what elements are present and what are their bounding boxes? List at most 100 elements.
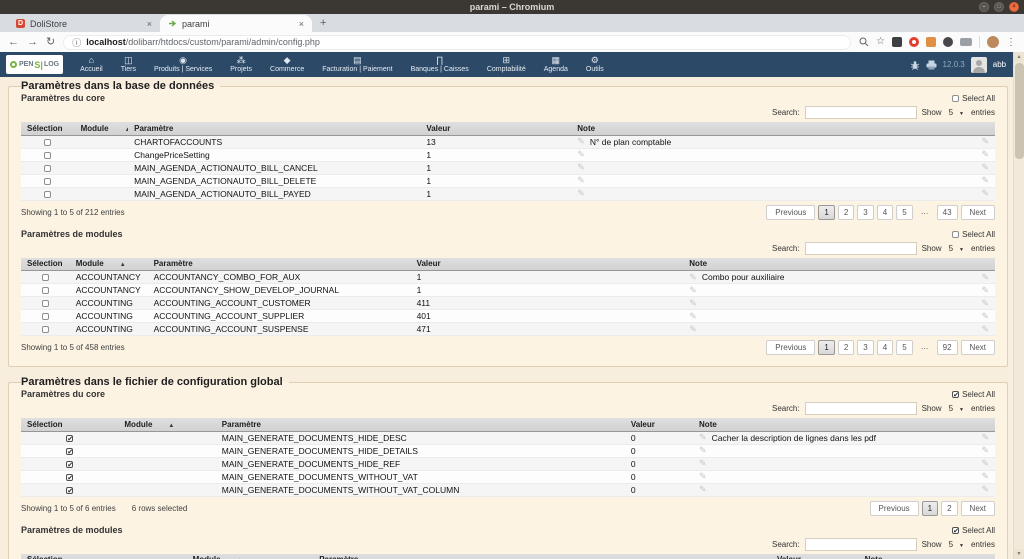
page-button[interactable]: 2 bbox=[838, 205, 854, 220]
edit-row-icon[interactable] bbox=[981, 471, 989, 482]
column-header-module[interactable]: Module bbox=[75, 122, 129, 135]
tab-close-icon[interactable]: × bbox=[299, 19, 304, 29]
edit-note-icon[interactable] bbox=[699, 445, 707, 456]
scroll-down-icon[interactable]: ▼ bbox=[1014, 549, 1024, 559]
page-button[interactable]: 2 bbox=[941, 501, 957, 516]
edit-note-icon[interactable] bbox=[577, 149, 585, 160]
search-input[interactable] bbox=[805, 106, 917, 119]
row-select-checkbox[interactable] bbox=[66, 474, 73, 481]
column-header-note[interactable]: Note bbox=[683, 258, 995, 271]
menubar-item-commerce[interactable]: ◆Commerce bbox=[261, 52, 313, 77]
row-select-checkbox[interactable] bbox=[42, 287, 49, 294]
edit-row-icon[interactable] bbox=[981, 458, 989, 469]
column-header-valeur[interactable]: Valeur bbox=[411, 258, 684, 271]
select-all-checkbox[interactable] bbox=[952, 391, 959, 398]
edit-row-icon[interactable] bbox=[981, 162, 989, 173]
browser-profile-avatar[interactable] bbox=[987, 36, 999, 48]
menubar-item-agenda[interactable]: ▦Agenda bbox=[535, 52, 577, 77]
extension-icon[interactable] bbox=[892, 37, 902, 47]
edit-row-icon[interactable] bbox=[981, 432, 989, 443]
edit-note-icon[interactable] bbox=[689, 285, 697, 296]
column-header-module[interactable]: Module bbox=[118, 418, 215, 431]
select-all-checkbox[interactable] bbox=[952, 231, 959, 238]
column-header-param-tre[interactable]: Paramètre bbox=[148, 258, 411, 271]
column-header-param-tre[interactable]: Paramètre bbox=[313, 554, 771, 559]
edit-note-icon[interactable] bbox=[577, 136, 585, 147]
edit-row-icon[interactable] bbox=[981, 311, 989, 322]
user-avatar[interactable] bbox=[971, 57, 987, 73]
browser-menu-icon[interactable]: ⋮ bbox=[1006, 37, 1016, 48]
extension-icon[interactable] bbox=[960, 38, 972, 46]
row-select-checkbox[interactable] bbox=[42, 313, 49, 320]
edit-note-icon[interactable] bbox=[689, 272, 697, 283]
column-header-param-tre[interactable]: Paramètre bbox=[128, 122, 420, 135]
show-entries-select[interactable]: 5 bbox=[947, 404, 966, 413]
next-button[interactable]: Next bbox=[961, 501, 995, 516]
edit-row-icon[interactable] bbox=[981, 324, 989, 335]
extension-icon[interactable] bbox=[926, 37, 936, 47]
edit-note-icon[interactable] bbox=[699, 471, 707, 482]
printer-icon[interactable] bbox=[926, 60, 937, 70]
edit-note-icon[interactable] bbox=[699, 432, 707, 443]
menubar-item-comptabilit[interactable]: ⊞Comptabilité bbox=[478, 52, 535, 77]
next-button[interactable]: Next bbox=[961, 205, 995, 220]
minimize-button[interactable]: – bbox=[979, 2, 989, 12]
opensilog-logo[interactable]: PEN S| LOG bbox=[6, 55, 63, 74]
back-icon[interactable]: ← bbox=[8, 37, 19, 48]
edit-note-icon[interactable] bbox=[689, 298, 697, 309]
row-select-checkbox[interactable] bbox=[44, 178, 51, 185]
page-button[interactable]: 5 bbox=[896, 205, 912, 220]
menubar-item-produits-services[interactable]: ◉Produits | Services bbox=[145, 52, 221, 77]
page-button[interactable]: 1 bbox=[922, 501, 938, 516]
row-select-checkbox[interactable] bbox=[44, 152, 51, 159]
row-select-checkbox[interactable] bbox=[66, 448, 73, 455]
column-header-s-lection[interactable]: Sélection bbox=[21, 418, 118, 431]
menubar-item-outils[interactable]: ⚙Outils bbox=[577, 52, 613, 77]
row-select-checkbox[interactable] bbox=[44, 165, 51, 172]
row-select-checkbox[interactable] bbox=[44, 191, 51, 198]
row-select-checkbox[interactable] bbox=[66, 487, 73, 494]
menubar-item-facturation-paiement[interactable]: ▤Facturation | Paiement bbox=[313, 52, 401, 77]
menubar-item-projets[interactable]: ⁂Projets bbox=[221, 52, 261, 77]
column-header-param-tre[interactable]: Paramètre bbox=[216, 418, 625, 431]
edit-row-icon[interactable] bbox=[981, 175, 989, 186]
row-select-checkbox[interactable] bbox=[42, 274, 49, 281]
menubar-item-tiers[interactable]: ◫Tiers bbox=[112, 52, 145, 77]
column-header-note[interactable]: Note bbox=[859, 554, 995, 559]
forward-icon[interactable]: → bbox=[27, 37, 38, 48]
edit-note-icon[interactable] bbox=[689, 311, 697, 322]
column-header-valeur[interactable]: Valeur bbox=[625, 418, 693, 431]
column-header-module[interactable]: Module bbox=[70, 258, 148, 271]
page-button[interactable]: 2 bbox=[838, 340, 854, 355]
scrollbar-thumb[interactable] bbox=[1015, 63, 1024, 159]
page-info-icon[interactable]: ⓘ bbox=[72, 36, 81, 49]
row-select-checkbox[interactable] bbox=[42, 300, 49, 307]
edit-note-icon[interactable] bbox=[689, 324, 697, 335]
column-header-s-lection[interactable]: Sélection bbox=[21, 554, 187, 559]
column-header-module[interactable]: Module bbox=[187, 554, 314, 559]
select-all-checkbox[interactable] bbox=[952, 527, 959, 534]
column-header-s-lection[interactable]: Sélection bbox=[21, 122, 75, 135]
edit-note-icon[interactable] bbox=[577, 188, 585, 199]
show-entries-select[interactable]: 5 bbox=[947, 540, 966, 549]
edit-note-icon[interactable] bbox=[699, 458, 707, 469]
show-entries-select[interactable]: 5 bbox=[947, 108, 966, 117]
select-all-checkbox[interactable] bbox=[952, 95, 959, 102]
edit-row-icon[interactable] bbox=[981, 445, 989, 456]
tab-dolistore[interactable]: D DoliStore × bbox=[8, 15, 160, 32]
column-header-valeur[interactable]: Valeur bbox=[771, 554, 859, 559]
extension-icon[interactable] bbox=[943, 37, 953, 47]
search-input[interactable] bbox=[805, 538, 917, 551]
user-name[interactable]: abb bbox=[993, 60, 1006, 69]
bug-icon[interactable] bbox=[910, 60, 920, 70]
edit-row-icon[interactable] bbox=[981, 484, 989, 495]
previous-button[interactable]: Previous bbox=[766, 340, 815, 355]
edit-note-icon[interactable] bbox=[577, 175, 585, 186]
edit-row-icon[interactable] bbox=[981, 285, 989, 296]
column-header-valeur[interactable]: Valeur bbox=[420, 122, 571, 135]
page-button[interactable]: 1 bbox=[818, 340, 834, 355]
new-tab-button[interactable]: + bbox=[320, 17, 326, 29]
scroll-up-icon[interactable]: ▲ bbox=[1014, 52, 1024, 62]
page-button[interactable]: 4 bbox=[877, 205, 893, 220]
close-button[interactable]: × bbox=[1009, 2, 1019, 12]
